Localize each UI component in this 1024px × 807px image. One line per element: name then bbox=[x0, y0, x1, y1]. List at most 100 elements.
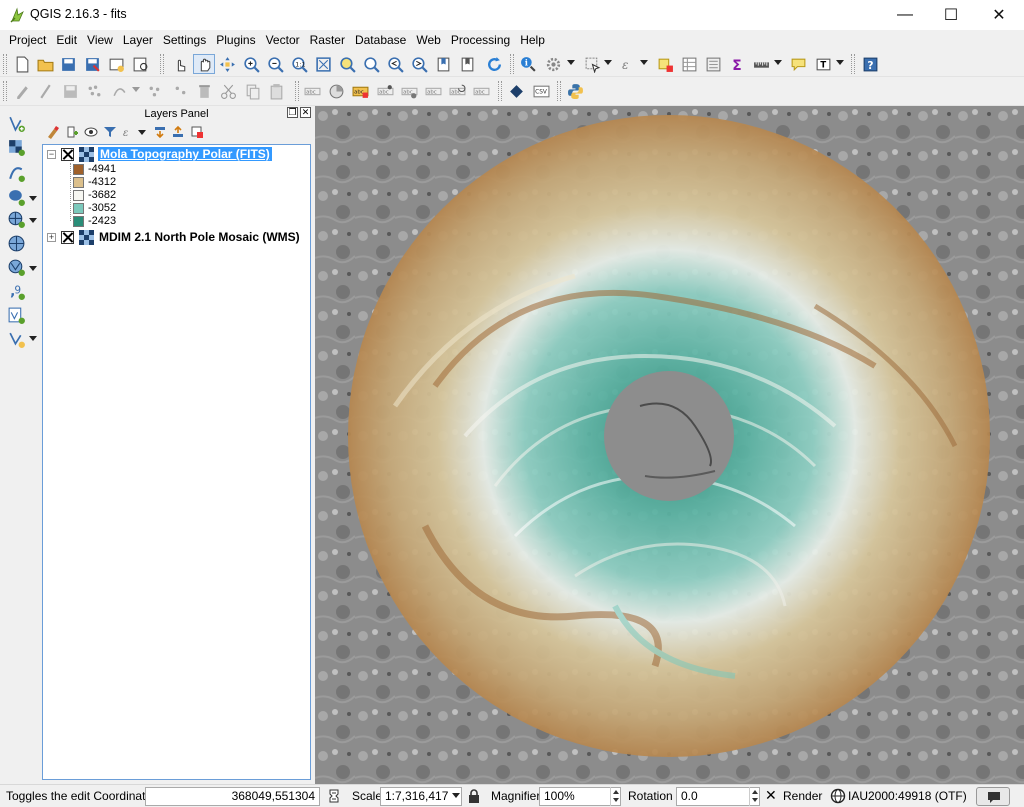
menu-processing[interactable]: Processing bbox=[450, 33, 511, 47]
menu-raster[interactable]: Raster bbox=[309, 33, 345, 47]
layer-tree[interactable]: − Mola Topography Polar (FITS) -4941 -43… bbox=[42, 144, 311, 780]
chevron-down-icon[interactable] bbox=[640, 60, 648, 65]
add-virtual-layer-icon[interactable] bbox=[5, 304, 27, 326]
add-wcs-layer-icon[interactable] bbox=[5, 232, 27, 254]
minimize-button[interactable]: — bbox=[897, 6, 913, 23]
touch-zoom-icon[interactable] bbox=[170, 54, 190, 74]
statistical-summary-icon[interactable]: Σ bbox=[727, 54, 747, 74]
layer-visibility-checkbox[interactable] bbox=[61, 231, 74, 244]
menu-edit[interactable]: Edit bbox=[56, 33, 78, 47]
magnifier-spin-arrows[interactable] bbox=[610, 787, 620, 806]
magnifier-spinbox[interactable]: 100% bbox=[539, 787, 621, 806]
scale-combobox[interactable]: 1:7,316,417 bbox=[380, 787, 462, 806]
add-vector-layer-icon[interactable] bbox=[5, 112, 27, 134]
menu-web[interactable]: Web bbox=[416, 33, 441, 47]
chevron-down-icon[interactable] bbox=[774, 60, 782, 65]
add-spatialite-layer-icon[interactable] bbox=[5, 162, 27, 184]
composer-manager-icon[interactable] bbox=[130, 54, 150, 74]
chevron-down-icon[interactable] bbox=[132, 87, 140, 92]
layer-styling-icon[interactable] bbox=[506, 81, 526, 101]
layer-name-mdim-mosaic[interactable]: MDIM 2.1 North Pole Mosaic (WMS) bbox=[99, 230, 300, 244]
zoom-last-icon[interactable] bbox=[385, 54, 405, 74]
change-label-icon[interactable]: abc bbox=[471, 81, 491, 101]
save-as-icon[interactable] bbox=[82, 54, 102, 74]
menu-vector[interactable]: Vector bbox=[265, 33, 300, 47]
toolbar-handle[interactable] bbox=[510, 54, 514, 74]
toolbar-handle[interactable] bbox=[557, 81, 561, 101]
add-feature-icon[interactable] bbox=[84, 81, 104, 101]
map-tips-icon[interactable] bbox=[788, 54, 808, 74]
map-canvas[interactable] bbox=[315, 106, 1024, 784]
add-raster-layer-icon[interactable] bbox=[5, 136, 27, 158]
menu-help[interactable]: Help bbox=[520, 33, 545, 47]
open-attribute-table-icon[interactable] bbox=[679, 54, 699, 74]
toolbar-handle[interactable] bbox=[3, 54, 7, 74]
rotate-label-icon[interactable]: abc bbox=[447, 81, 467, 101]
add-postgis-layer-icon[interactable] bbox=[5, 186, 27, 208]
chevron-down-icon[interactable] bbox=[29, 196, 37, 201]
diagram-tool-icon[interactable] bbox=[326, 81, 346, 101]
chevron-down-icon[interactable] bbox=[29, 336, 37, 341]
text-annotation-icon[interactable]: T bbox=[813, 54, 833, 74]
maximize-button[interactable]: ☐ bbox=[943, 7, 959, 24]
toolbar-handle[interactable] bbox=[160, 54, 164, 74]
new-bookmark-icon[interactable] bbox=[433, 54, 453, 74]
add-wms-layer-icon[interactable] bbox=[5, 208, 27, 230]
chevron-down-icon[interactable] bbox=[604, 60, 612, 65]
menu-database[interactable]: Database bbox=[354, 33, 407, 47]
select-by-expression-icon[interactable]: ε bbox=[618, 54, 638, 74]
identify-features-icon[interactable]: i bbox=[518, 54, 538, 74]
menu-plugins[interactable]: Plugins bbox=[216, 33, 256, 47]
globe-crs-icon[interactable] bbox=[830, 788, 846, 804]
pan-map-icon[interactable] bbox=[193, 54, 215, 74]
csv-import-icon[interactable]: CSV bbox=[531, 81, 551, 101]
close-panel-icon[interactable]: ✕ bbox=[300, 107, 311, 118]
zoom-to-layer-icon[interactable] bbox=[361, 54, 381, 74]
open-layer-styling-icon[interactable] bbox=[46, 125, 60, 139]
python-console-icon[interactable] bbox=[565, 81, 585, 101]
rotation-spin-arrows[interactable] bbox=[749, 787, 759, 806]
deselect-features-icon[interactable] bbox=[655, 54, 675, 74]
menu-view[interactable]: View bbox=[87, 33, 113, 47]
menu-project[interactable]: Project bbox=[9, 33, 47, 47]
run-feature-action-icon[interactable] bbox=[543, 54, 563, 74]
toolbar-handle[interactable] bbox=[851, 54, 855, 74]
float-panel-icon[interactable]: ❐ bbox=[287, 107, 298, 118]
menu-layer[interactable]: Layer bbox=[122, 33, 153, 47]
zoom-native-icon[interactable]: 1:1 bbox=[289, 54, 309, 74]
render-checkbox[interactable]: ✕ bbox=[765, 787, 777, 803]
pin-labels-icon[interactable]: abc bbox=[375, 81, 395, 101]
chevron-down-icon[interactable] bbox=[567, 60, 575, 65]
show-bookmarks-icon[interactable] bbox=[457, 54, 477, 74]
toolbar-handle[interactable] bbox=[295, 81, 299, 101]
chevron-down-icon[interactable] bbox=[138, 130, 146, 135]
close-button[interactable]: ✕ bbox=[992, 7, 1006, 24]
highlight-pinned-labels-icon[interactable]: abc bbox=[350, 81, 370, 101]
open-project-icon[interactable] bbox=[35, 54, 55, 74]
collapse-all-icon[interactable] bbox=[171, 125, 185, 139]
toolbar-handle[interactable] bbox=[498, 81, 502, 101]
collapse-toggle[interactable]: − bbox=[47, 149, 56, 159]
zoom-next-icon[interactable] bbox=[409, 54, 429, 74]
move-label-icon[interactable]: abc bbox=[423, 81, 443, 101]
measure-line-icon[interactable] bbox=[751, 54, 771, 74]
lock-icon[interactable] bbox=[467, 788, 481, 804]
manage-map-themes-icon[interactable] bbox=[84, 125, 98, 139]
remove-layer-icon[interactable] bbox=[190, 125, 204, 139]
zoom-full-icon[interactable] bbox=[313, 54, 333, 74]
current-edits-icon[interactable] bbox=[12, 81, 32, 101]
cut-features-icon[interactable] bbox=[218, 81, 238, 101]
add-group-icon[interactable] bbox=[65, 125, 79, 139]
rotation-spinbox[interactable]: 0.0 bbox=[676, 787, 760, 806]
expand-toggle[interactable]: + bbox=[47, 232, 56, 242]
filter-by-expression-icon[interactable]: ε bbox=[122, 125, 136, 139]
messages-button[interactable] bbox=[976, 787, 1010, 806]
layer-name-mola-topography[interactable]: Mola Topography Polar (FITS) bbox=[98, 147, 272, 161]
open-field-calculator-icon[interactable] bbox=[703, 54, 723, 74]
zoom-out-icon[interactable] bbox=[265, 54, 285, 74]
node-tool-alt-icon[interactable] bbox=[170, 81, 190, 101]
add-delimited-text-layer-icon[interactable]: ,9 bbox=[5, 280, 27, 302]
zoom-in-icon[interactable] bbox=[241, 54, 261, 74]
toggle-editing-icon[interactable] bbox=[35, 81, 55, 101]
toggle-extents-icon[interactable] bbox=[326, 788, 342, 804]
